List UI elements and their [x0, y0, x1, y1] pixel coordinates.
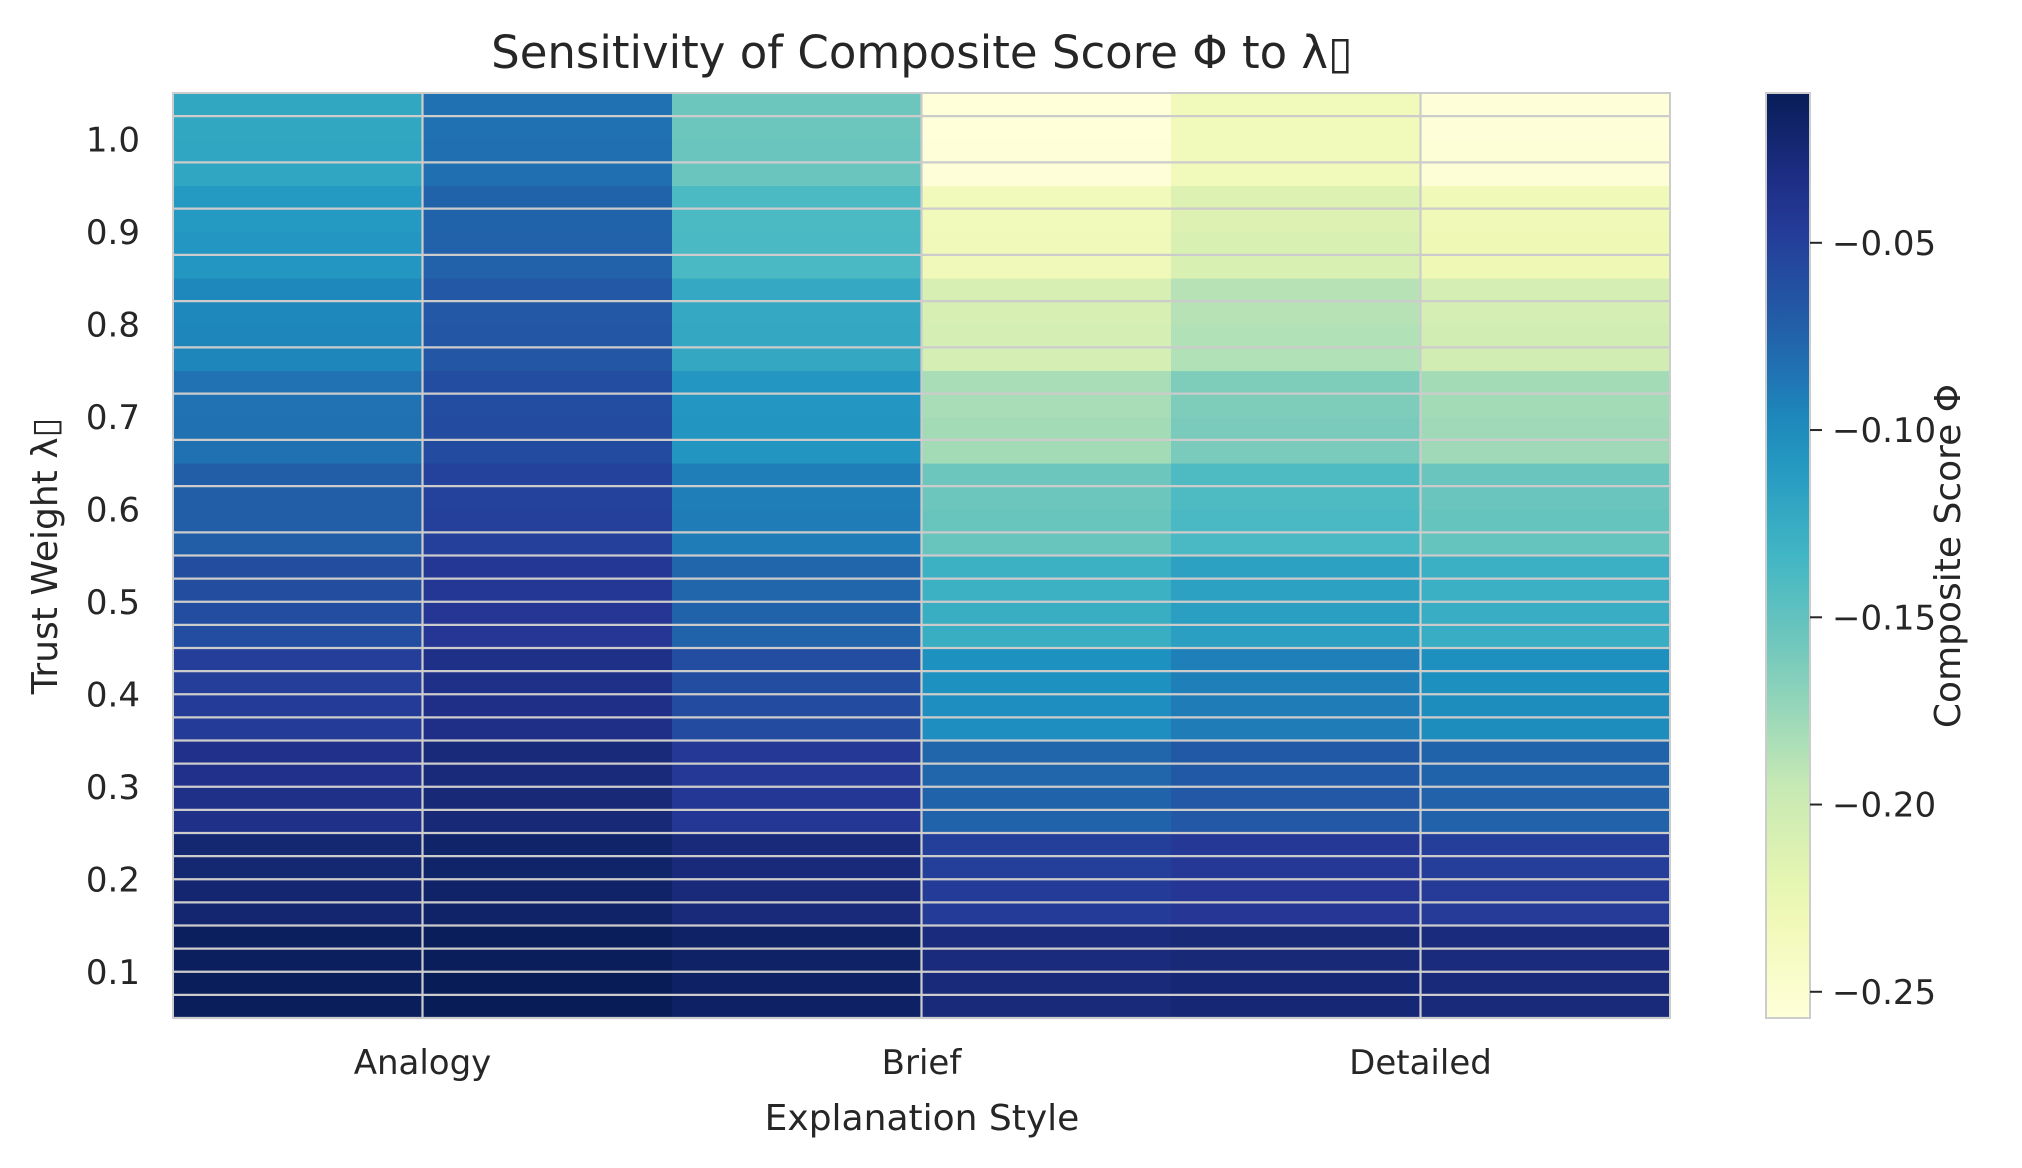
- colorbar-tick-label: −0.15: [1832, 598, 1936, 638]
- chart-title: Sensitivity of Composite Score Φ to λ▯: [491, 26, 1353, 79]
- x-tick-label: Brief: [882, 1043, 963, 1083]
- colorbar-tick-label: −0.20: [1832, 786, 1936, 826]
- y-tick-label: 0.6: [86, 490, 140, 530]
- y-tick-label: 0.9: [86, 213, 140, 253]
- y-tick-label: 0.7: [86, 398, 140, 438]
- x-axis-label: Explanation Style: [765, 1098, 1080, 1139]
- y-tick-label: 0.1: [86, 953, 140, 993]
- x-tick-label: Analogy: [354, 1043, 492, 1083]
- y-tick-label: 0.8: [86, 305, 140, 345]
- y-tick-label: 0.4: [86, 675, 140, 715]
- y-tick-label: 0.3: [86, 768, 140, 808]
- colorbar-tick-label: −0.10: [1832, 411, 1936, 451]
- gridlines: [173, 93, 1670, 1020]
- colorbar-tick-label: −0.25: [1832, 973, 1936, 1013]
- x-tick-label: Detailed: [1349, 1043, 1492, 1083]
- colorbar: [1765, 92, 1811, 1019]
- x-axis-ticks: Analogy Brief Detailed: [354, 1043, 1492, 1083]
- colorbar-ticks: −0.25 −0.20 −0.15 −0.10 −0.05: [1810, 224, 1936, 1013]
- y-axis-ticks: 0.1 0.2 0.3 0.4 0.5 0.6 0.7 0.8 0.9 1.0: [86, 120, 140, 993]
- y-tick-label: 0.5: [86, 583, 140, 623]
- colorbar-label: Composite Score Φ: [1928, 384, 1969, 728]
- y-axis-label: Trust Weight λ▯: [25, 418, 66, 696]
- plot-frame: [172, 92, 1671, 1019]
- y-tick-label: 0.2: [86, 860, 140, 900]
- colorbar-tick-label: −0.05: [1832, 224, 1936, 264]
- y-tick-label: 1.0: [86, 120, 140, 160]
